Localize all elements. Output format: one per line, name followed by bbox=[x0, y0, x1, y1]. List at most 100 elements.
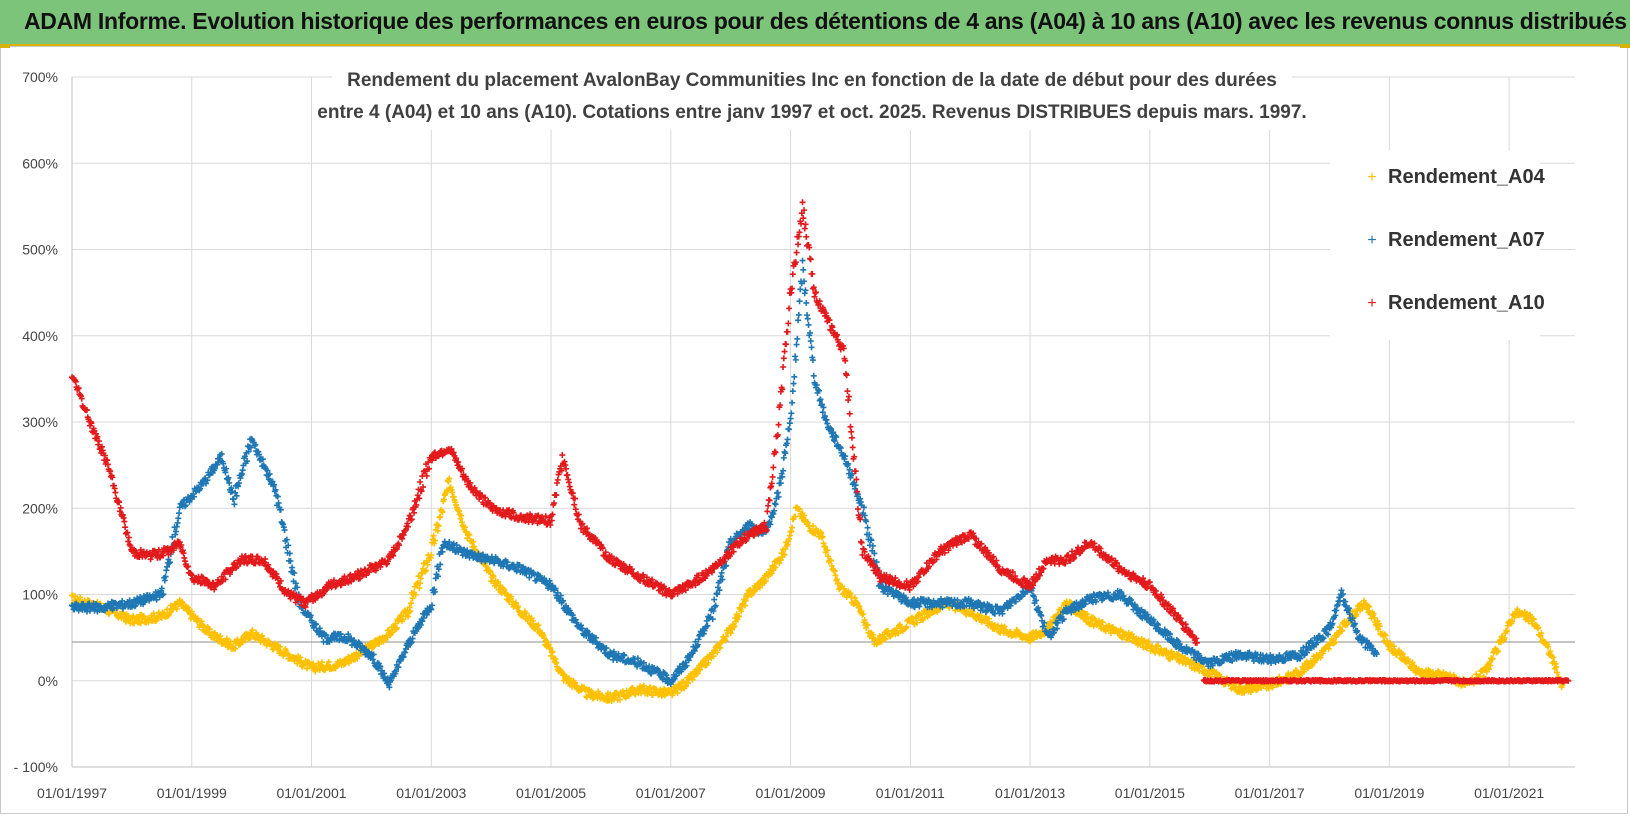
data-point bbox=[395, 664, 402, 671]
data-point bbox=[1382, 632, 1389, 639]
data-point bbox=[882, 635, 889, 642]
data-point bbox=[389, 629, 396, 636]
data-point bbox=[458, 512, 465, 519]
data-point bbox=[782, 450, 789, 457]
data-point bbox=[799, 257, 806, 264]
data-point bbox=[223, 465, 230, 472]
data-point bbox=[788, 410, 795, 417]
data-point bbox=[1092, 598, 1099, 605]
data-point bbox=[1525, 618, 1532, 625]
data-point bbox=[791, 373, 798, 380]
data-point bbox=[808, 344, 815, 351]
data-point bbox=[794, 335, 801, 342]
data-point bbox=[878, 638, 885, 645]
data-point bbox=[304, 665, 311, 672]
data-point bbox=[223, 635, 230, 642]
data-point bbox=[557, 592, 564, 599]
data-point bbox=[277, 643, 284, 650]
data-point bbox=[1514, 606, 1521, 613]
data-point bbox=[435, 522, 442, 529]
data-point bbox=[869, 542, 876, 549]
data-point bbox=[1375, 626, 1382, 633]
data-point bbox=[218, 450, 225, 457]
data-point bbox=[868, 537, 875, 544]
data-point bbox=[864, 622, 871, 629]
data-point bbox=[921, 614, 928, 621]
data-point bbox=[782, 545, 789, 552]
data-point bbox=[780, 364, 787, 371]
data-point bbox=[616, 696, 623, 703]
data-point bbox=[813, 381, 820, 388]
data-point bbox=[377, 663, 384, 670]
data-point bbox=[844, 388, 851, 395]
data-point bbox=[810, 372, 817, 379]
data-point bbox=[419, 618, 426, 625]
data-point bbox=[704, 622, 711, 629]
data-point bbox=[790, 380, 797, 387]
data-point bbox=[1503, 628, 1510, 635]
data-point bbox=[863, 518, 870, 525]
data-point bbox=[167, 559, 174, 566]
data-point bbox=[319, 659, 326, 666]
data-point bbox=[777, 556, 784, 563]
data-point bbox=[137, 620, 144, 627]
data-point bbox=[691, 647, 698, 654]
data-point bbox=[603, 645, 610, 652]
data-point bbox=[230, 496, 237, 503]
data-point bbox=[259, 456, 266, 463]
data-point bbox=[903, 623, 910, 630]
data-point bbox=[417, 621, 424, 628]
data-point bbox=[490, 573, 497, 580]
data-point bbox=[775, 493, 782, 500]
chart-frame bbox=[0, 46, 1628, 814]
data-point bbox=[1487, 662, 1494, 669]
data-point bbox=[247, 444, 254, 451]
data-point bbox=[796, 505, 803, 512]
data-point bbox=[793, 249, 800, 256]
data-point bbox=[792, 356, 799, 363]
data-point bbox=[71, 593, 78, 600]
data-point bbox=[999, 610, 1006, 617]
data-point bbox=[526, 574, 533, 581]
data-point bbox=[871, 550, 878, 557]
data-point bbox=[824, 547, 831, 554]
data-point bbox=[283, 536, 290, 543]
data-point bbox=[117, 504, 124, 511]
data-point bbox=[926, 612, 933, 619]
data-point bbox=[817, 396, 824, 403]
data-point bbox=[694, 641, 701, 648]
data-point bbox=[873, 559, 880, 566]
data-point bbox=[429, 602, 436, 609]
data-point bbox=[807, 338, 814, 345]
data-point bbox=[848, 434, 855, 441]
data-point bbox=[412, 591, 419, 598]
data-point bbox=[833, 433, 840, 440]
data-point bbox=[786, 305, 793, 312]
data-point bbox=[162, 573, 169, 580]
data-point bbox=[779, 473, 786, 480]
data-point bbox=[780, 355, 787, 362]
data-point bbox=[807, 329, 814, 336]
data-point bbox=[232, 645, 239, 652]
data-point bbox=[795, 311, 802, 318]
data-point bbox=[424, 561, 431, 568]
data-point bbox=[214, 631, 221, 638]
data-point bbox=[780, 467, 787, 474]
data-point bbox=[370, 651, 377, 658]
data-point bbox=[1509, 618, 1516, 625]
data-point bbox=[233, 492, 240, 499]
data-point bbox=[508, 593, 515, 600]
data-point bbox=[783, 341, 790, 348]
data-point bbox=[530, 617, 537, 624]
data-point bbox=[1102, 628, 1109, 635]
data-point bbox=[860, 504, 867, 511]
data-point bbox=[1366, 603, 1373, 610]
data-point bbox=[1128, 631, 1135, 638]
data-point bbox=[1297, 655, 1304, 662]
data-point bbox=[768, 570, 775, 577]
data-point bbox=[122, 524, 129, 531]
data-point bbox=[1538, 630, 1545, 637]
data-point bbox=[842, 453, 849, 460]
data-point bbox=[769, 473, 776, 480]
